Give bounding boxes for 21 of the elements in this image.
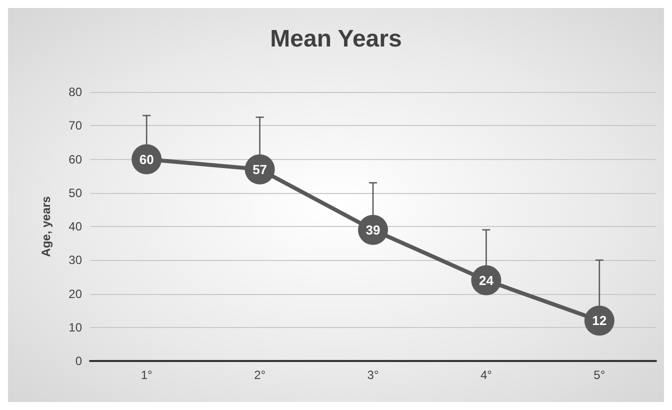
data-label: 39 — [366, 222, 380, 238]
y-tick-label: 70 — [68, 118, 82, 133]
y-tick-label: 60 — [68, 152, 82, 166]
x-tick-label: 2° — [254, 368, 266, 382]
y-tick-label: 50 — [68, 186, 82, 200]
y-tick-label: 20 — [68, 286, 82, 301]
y-tick-label: 0 — [75, 354, 82, 368]
data-label: 12 — [592, 313, 607, 328]
y-tick-label: 10 — [68, 320, 82, 334]
y-tick-label: 80 — [68, 85, 82, 99]
x-tick-label: 4° — [480, 368, 492, 382]
data-label: 24 — [478, 272, 494, 288]
chart-title: Mean Years — [270, 26, 402, 52]
y-tick-label: 40 — [68, 220, 82, 234]
y-axis-title: Age, years — [39, 196, 53, 257]
data-label: 60 — [139, 152, 154, 167]
y-tick-label: 30 — [68, 253, 82, 268]
x-tick-label: 1° — [140, 368, 153, 382]
x-tick-label: 5° — [594, 368, 606, 382]
data-label: 57 — [252, 162, 268, 177]
x-tick-label: 3° — [367, 368, 379, 382]
